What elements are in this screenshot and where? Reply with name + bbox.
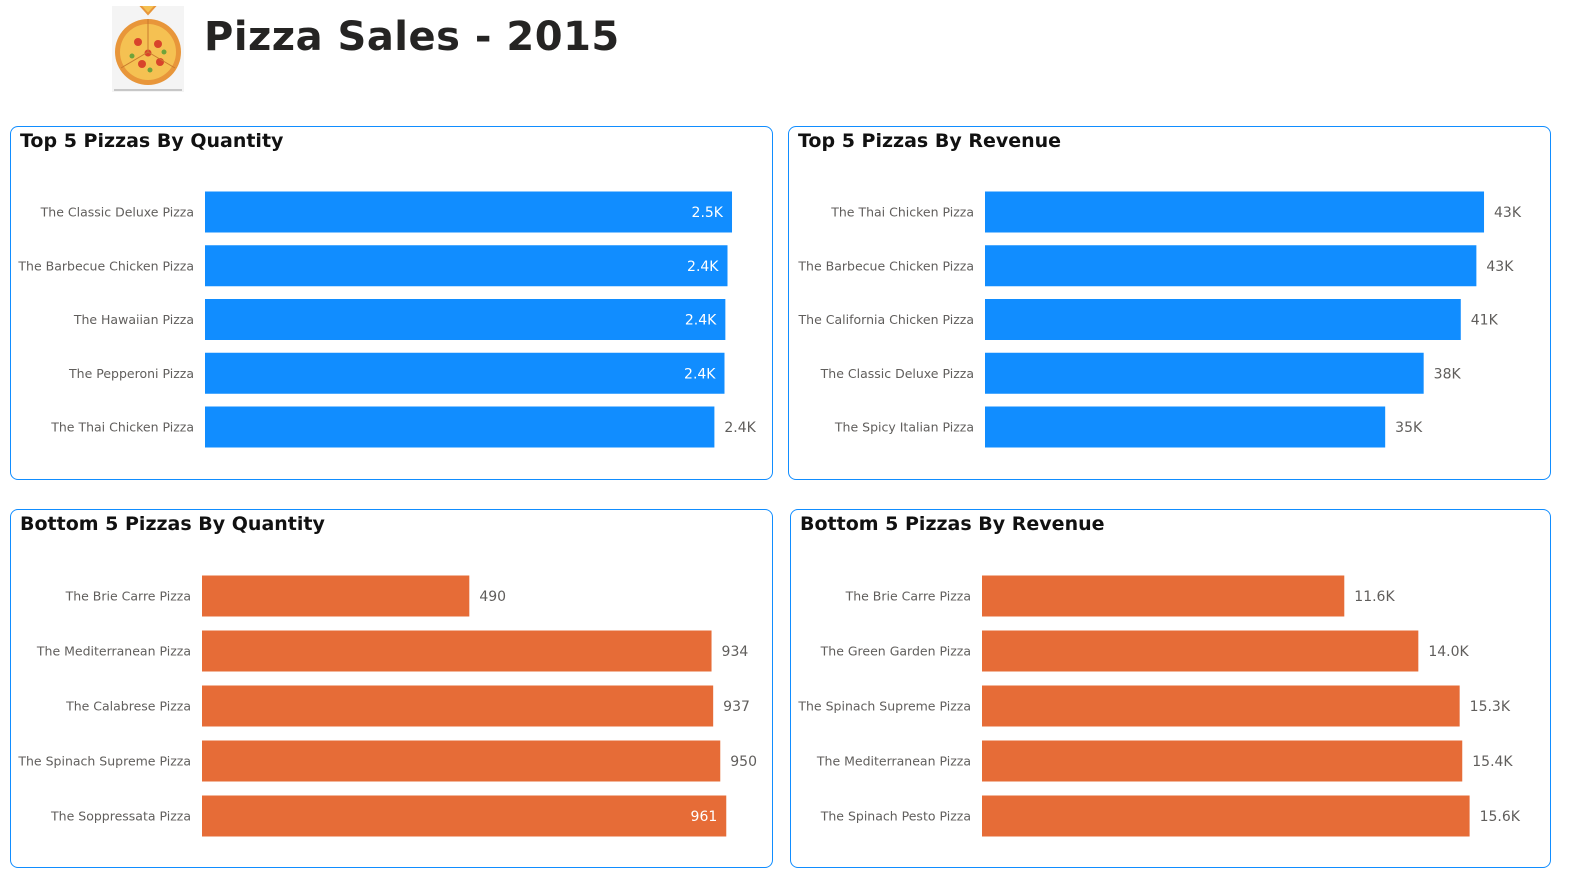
- chart-title: Top 5 Pizzas By Quantity: [20, 130, 284, 152]
- data-label: 43K: [1494, 205, 1522, 221]
- data-label: 41K: [1471, 313, 1499, 329]
- bar[interactable]: [202, 630, 712, 672]
- data-label: 2.4K: [685, 313, 717, 329]
- data-label: 934: [722, 644, 749, 660]
- data-label: 961: [691, 809, 718, 825]
- category-label: The Spinach Pesto Pizza: [820, 809, 971, 824]
- category-label: The Soppressata Pizza: [50, 809, 191, 824]
- bar[interactable]: [205, 191, 733, 233]
- chart-title: Top 5 Pizzas By Revenue: [798, 130, 1062, 152]
- bar[interactable]: [985, 406, 1386, 448]
- chart-title: Bottom 5 Pizzas By Quantity: [20, 513, 325, 535]
- bottom-revenue-chart: The Brie Carre Pizza 11.6K The Green Garde…: [797, 575, 1521, 837]
- bar[interactable]: [982, 740, 1463, 782]
- data-label: 2.4K: [684, 366, 716, 382]
- category-label: The Hawaiian Pizza: [73, 312, 194, 327]
- category-label: The Spicy Italian Pizza: [834, 420, 974, 435]
- category-label: The Barbecue Chicken Pizza: [797, 258, 974, 273]
- data-label: 15.4K: [1472, 754, 1513, 770]
- bar[interactable]: [982, 630, 1419, 672]
- top-revenue-panel: Top 5 Pizzas By Revenue The Thai Chicken…: [788, 126, 1551, 480]
- data-label: 15.6K: [1480, 809, 1521, 825]
- bar[interactable]: [985, 191, 1485, 233]
- category-label: The Spinach Supreme Pizza: [17, 754, 191, 769]
- data-label: 937: [723, 699, 750, 715]
- data-label: 43K: [1486, 259, 1514, 275]
- category-label: The Spinach Supreme Pizza: [797, 699, 971, 714]
- bar[interactable]: [205, 352, 725, 394]
- category-label: The Thai Chicken Pizza: [50, 420, 194, 435]
- bar[interactable]: [982, 575, 1345, 617]
- bar[interactable]: [205, 245, 728, 287]
- data-label: 35K: [1395, 420, 1423, 436]
- category-label: The Brie Carre Pizza: [845, 589, 971, 604]
- data-label: 950: [730, 754, 757, 770]
- bar[interactable]: [985, 245, 1477, 287]
- category-label: The Classic Deluxe Pizza: [40, 205, 194, 220]
- top-quantity-panel: Top 5 Pizzas By Quantity The Classic Del…: [10, 126, 773, 480]
- bar[interactable]: [205, 299, 726, 340]
- page-title: Pizza Sales - 2015: [204, 14, 620, 60]
- data-label: 38K: [1434, 366, 1462, 382]
- pizza-icon: [112, 6, 184, 92]
- data-label: 14.0K: [1428, 644, 1469, 660]
- bar[interactable]: [202, 685, 714, 727]
- category-label: The Thai Chicken Pizza: [830, 205, 974, 220]
- bar[interactable]: [982, 685, 1460, 727]
- bottom-revenue-panel: Bottom 5 Pizzas By Revenue The Brie Carr…: [790, 509, 1551, 868]
- top-revenue-chart: The Thai Chicken Pizza 43K The Barbecue Ch…: [797, 191, 1522, 448]
- category-label: The Barbecue Chicken Pizza: [17, 258, 194, 273]
- category-label: The Mediterranean Pizza: [36, 644, 191, 659]
- category-label: The Green Garden Pizza: [820, 644, 971, 659]
- category-label: The Classic Deluxe Pizza: [820, 366, 974, 381]
- bar[interactable]: [202, 740, 721, 782]
- bar[interactable]: [202, 795, 727, 837]
- category-label: The Calabrese Pizza: [65, 699, 191, 714]
- category-label: The California Chicken Pizza: [798, 312, 974, 327]
- data-label: 11.6K: [1354, 589, 1395, 605]
- chart-title: Bottom 5 Pizzas By Revenue: [800, 513, 1105, 535]
- top-quantity-chart: The Classic Deluxe Pizza 2.5K The Barbecue…: [17, 191, 757, 448]
- data-label: 2.4K: [687, 259, 719, 275]
- data-label: 15.3K: [1470, 699, 1511, 715]
- dashboard-header: Pizza Sales - 2015: [0, 0, 1596, 110]
- bar[interactable]: [205, 406, 715, 448]
- bar[interactable]: [985, 352, 1424, 394]
- bottom-quantity-chart: The Brie Carre Pizza 490 The Mediterranean…: [17, 575, 757, 837]
- data-label: 2.5K: [692, 205, 724, 221]
- category-label: The Brie Carre Pizza: [65, 589, 191, 604]
- bar[interactable]: [985, 299, 1461, 340]
- bar[interactable]: [982, 795, 1470, 837]
- bottom-quantity-panel: Bottom 5 Pizzas By Quantity The Brie Car…: [10, 509, 773, 868]
- bar[interactable]: [202, 575, 470, 617]
- category-label: The Pepperoni Pizza: [68, 366, 194, 381]
- category-label: The Mediterranean Pizza: [816, 754, 971, 769]
- data-label: 2.4K: [724, 420, 756, 436]
- data-label: 490: [479, 589, 506, 605]
